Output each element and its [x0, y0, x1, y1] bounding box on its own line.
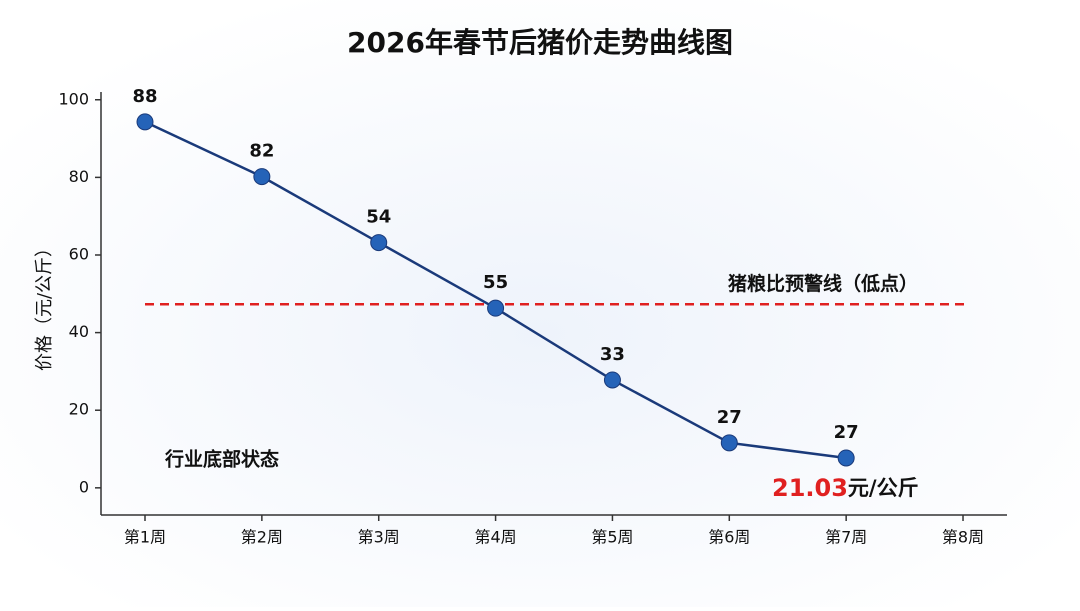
marker	[487, 299, 505, 317]
marker	[837, 449, 855, 467]
x-tick-label: 第3周	[358, 528, 400, 547]
chart-title: 2026年春节后猪价走势曲线图	[347, 26, 733, 59]
point-label: 33	[600, 344, 625, 365]
x-tick-label: 第1周	[124, 528, 166, 547]
point-label: 88	[132, 86, 157, 107]
point-label: 54	[366, 207, 391, 228]
y-tick-label: 100	[58, 89, 89, 108]
x-tick-label: 第2周	[241, 528, 283, 547]
marker	[136, 113, 154, 131]
y-tick-label: 80	[69, 167, 89, 186]
point-label: 27	[834, 422, 859, 443]
annotation: 21.03元/公斤	[772, 474, 919, 502]
x-tick-label: 第7周	[825, 528, 867, 547]
point-label: 82	[249, 141, 274, 162]
x-tick-label: 第6周	[708, 528, 750, 547]
point-label: 27	[717, 407, 742, 428]
y-tick-label: 60	[69, 244, 89, 263]
annotation-value: 21.03	[772, 474, 848, 502]
marker	[370, 234, 388, 252]
marker	[253, 168, 271, 186]
marker	[603, 371, 621, 389]
annotation-unit: 元/公斤	[848, 476, 919, 500]
point-label: 55	[483, 272, 508, 293]
x-tick-label: 第4周	[474, 528, 516, 547]
x-tick-label: 第8周	[942, 528, 984, 547]
y-tick-label: 40	[69, 322, 89, 341]
y-axis-label: 价格（元/公斤）	[34, 239, 55, 371]
marker	[720, 434, 738, 452]
threshold-label: 猪粮比预警线（低点）	[727, 272, 918, 295]
y-tick-label: 20	[69, 400, 89, 419]
annotation: 行业底部状态	[164, 448, 279, 471]
y-tick-label: 0	[79, 477, 89, 496]
x-tick-label: 第5周	[591, 528, 633, 547]
